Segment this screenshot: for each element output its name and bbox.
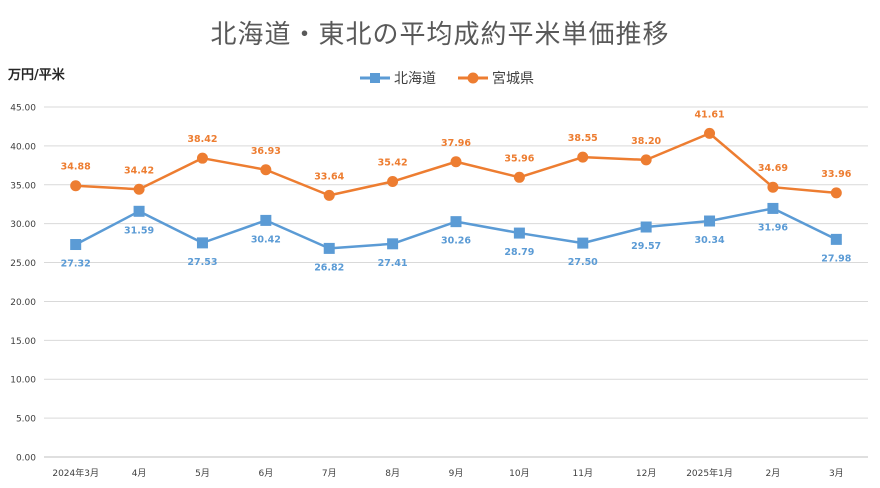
data-point-hokkaido (196, 237, 208, 249)
data-point-hokkaido (260, 214, 272, 226)
y-tick-label: 10.00 (10, 376, 36, 386)
data-point-miyagi (450, 156, 462, 168)
data-label-miyagi: 35.96 (504, 153, 534, 164)
data-point-miyagi (830, 187, 842, 199)
y-tick-label: 5.00 (16, 415, 36, 425)
data-label-hokkaido: 28.79 (504, 247, 534, 258)
data-point-miyagi (133, 183, 145, 195)
legend-marker-miyagi (458, 72, 488, 84)
data-label-miyagi: 38.55 (568, 133, 598, 144)
data-label-miyagi: 38.20 (631, 136, 661, 147)
legend-marker-hokkaido (360, 73, 390, 83)
legend-label-hokkaido: 北海道 (394, 71, 436, 87)
x-tick-label: 4月 (132, 468, 147, 479)
data-point-hokkaido (640, 221, 652, 233)
data-label-hokkaido: 29.57 (631, 241, 661, 252)
data-label-miyagi: 34.88 (61, 162, 91, 173)
y-tick-label: 35.00 (10, 181, 36, 191)
data-point-miyagi (196, 152, 208, 164)
x-tick-label: 6月 (258, 468, 273, 479)
data-point-hokkaido (387, 238, 399, 250)
data-point-hokkaido (577, 237, 589, 249)
data-point-hokkaido (133, 205, 145, 217)
y-axis-unit-label: 万円/平米 (8, 68, 65, 83)
y-tick-label: 45.00 (10, 104, 36, 114)
x-tick-label: 5月 (195, 468, 210, 479)
y-tick-label: 30.00 (10, 220, 36, 230)
data-point-hokkaido (323, 242, 335, 254)
data-point-miyagi (704, 127, 716, 139)
data-point-miyagi (323, 189, 335, 201)
y-tick-label: 20.00 (10, 298, 36, 308)
data-point-hokkaido (704, 215, 716, 227)
data-label-miyagi: 38.42 (187, 134, 217, 145)
y-tick-label: 15.00 (10, 337, 36, 347)
data-label-miyagi: 33.64 (314, 171, 344, 182)
x-tick-label: 10月 (509, 468, 529, 479)
data-point-miyagi (577, 151, 589, 163)
data-label-hokkaido: 26.82 (314, 262, 344, 273)
y-tick-label: 40.00 (10, 142, 36, 152)
legend-entry-hokkaido: 北海道 (360, 68, 436, 88)
legend-entry-miyagi: 宮城県 (458, 68, 534, 88)
x-tick-label: 9月 (449, 468, 464, 479)
data-point-miyagi (260, 164, 272, 176)
x-tick-label: 11月 (573, 468, 593, 479)
x-tick-label: 2024年3月 (52, 467, 99, 479)
data-label-hokkaido: 31.96 (758, 222, 788, 233)
data-label-hokkaido: 31.59 (124, 225, 154, 236)
data-label-hokkaido: 30.34 (695, 235, 725, 246)
data-label-hokkaido: 27.41 (378, 258, 408, 269)
data-label-hokkaido: 27.50 (568, 257, 598, 268)
data-point-miyagi (70, 180, 82, 192)
data-label-hokkaido: 30.26 (441, 236, 471, 247)
y-tick-label: 25.00 (10, 259, 36, 269)
x-tick-label: 12月 (636, 468, 656, 479)
chart-title: 北海道・東北の平均成約平米単価推移 (210, 20, 670, 50)
x-tick-label: 7月 (322, 468, 337, 479)
data-label-miyagi: 34.42 (124, 165, 154, 176)
data-point-miyagi (640, 154, 652, 166)
data-label-hokkaido: 27.32 (61, 259, 91, 270)
data-label-hokkaido: 27.98 (821, 253, 851, 264)
x-tick-label: 2月 (766, 468, 781, 479)
data-label-miyagi: 41.61 (695, 109, 725, 120)
data-point-miyagi (387, 176, 399, 188)
data-label-miyagi: 33.96 (821, 169, 851, 180)
data-label-hokkaido: 30.42 (251, 234, 281, 245)
data-point-hokkaido (767, 202, 779, 214)
x-tick-label: 8月 (385, 468, 400, 479)
data-label-miyagi: 34.69 (758, 163, 788, 174)
x-tick-label: 2025年1月 (686, 467, 733, 479)
x-tick-label: 3月 (829, 468, 844, 479)
legend-label-miyagi: 宮城県 (492, 71, 534, 87)
data-point-hokkaido (70, 239, 82, 251)
data-point-hokkaido (450, 216, 462, 228)
data-label-miyagi: 36.93 (251, 146, 281, 157)
data-point-miyagi (513, 171, 525, 183)
y-tick-label: 0.00 (16, 454, 36, 464)
legend: 北海道 宮城県 (360, 68, 534, 88)
data-label-miyagi: 37.96 (441, 138, 471, 149)
data-point-hokkaido (830, 233, 842, 245)
data-label-miyagi: 35.42 (378, 158, 408, 169)
data-point-hokkaido (513, 227, 525, 239)
data-point-miyagi (767, 181, 779, 193)
data-label-hokkaido: 27.53 (187, 257, 217, 268)
